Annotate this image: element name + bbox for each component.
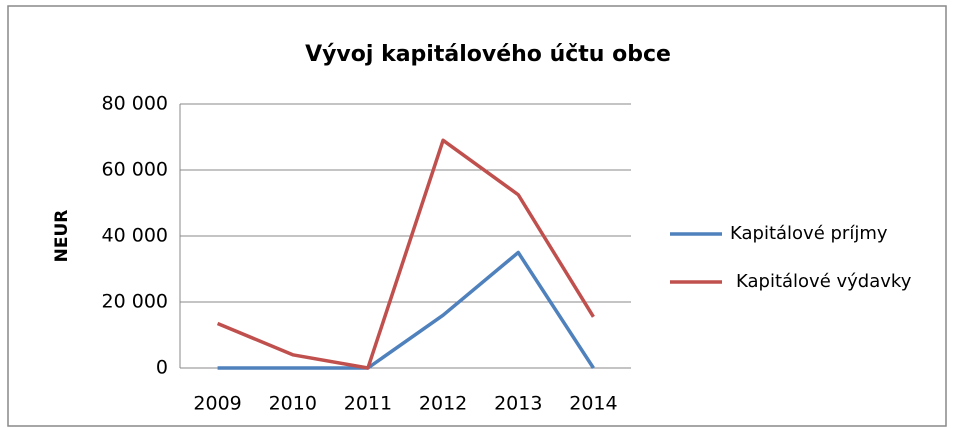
- x-tick-label: 2013: [494, 393, 542, 415]
- y-tick-label: 80 000: [102, 93, 168, 115]
- y-tick-label: 0: [156, 357, 168, 379]
- line-series: [217, 250, 595, 370]
- x-tick-label: 2012: [419, 393, 467, 415]
- chart-frame: [7, 5, 947, 427]
- x-tick-label: 2014: [569, 393, 617, 415]
- chart-title: Vývoj kapitálového účtu obce: [305, 42, 671, 67]
- x-tick-label: 2010: [269, 393, 317, 415]
- y-tick-label: 20 000: [102, 291, 168, 313]
- legend-label: Kapitálové príjmy: [730, 223, 888, 244]
- y-axis-label: NEUR: [52, 210, 72, 263]
- y-tick-label: 40 000: [102, 225, 168, 247]
- legend-label: Kapitálové výdavky: [736, 271, 912, 292]
- x-tick-label: 2009: [193, 393, 241, 415]
- x-tick-label: 2011: [344, 393, 392, 415]
- line-series: [216, 138, 595, 370]
- y-tick-label: 60 000: [102, 159, 168, 181]
